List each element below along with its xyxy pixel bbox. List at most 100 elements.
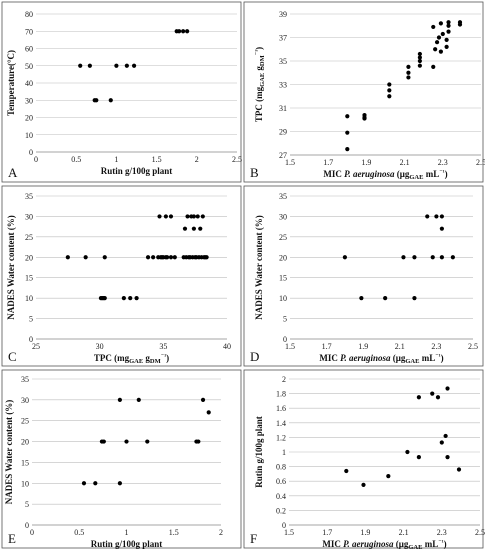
x-tick-label: 2.3 — [431, 342, 441, 351]
data-point — [168, 214, 174, 219]
data-point — [172, 255, 177, 260]
data-point — [431, 24, 436, 30]
x-tick-label: 1.5 — [285, 158, 295, 167]
panel-letter: D — [250, 349, 259, 364]
y-tick-label: 70 — [25, 27, 33, 36]
data-point — [417, 58, 422, 64]
data-point — [416, 455, 421, 460]
data-point — [191, 226, 196, 231]
y-tick-label: 0 — [29, 335, 33, 344]
y-tick-label: 80 — [25, 10, 33, 19]
data-point — [412, 255, 417, 260]
y-tick-label: 5 — [25, 500, 29, 509]
data-point — [445, 386, 450, 391]
data-point — [145, 255, 151, 260]
data-point — [430, 391, 435, 396]
data-point — [101, 439, 106, 444]
data-point — [163, 214, 168, 219]
y-tick-label: 1 — [282, 448, 286, 457]
x-tick-label: 2.5 — [468, 342, 478, 351]
y-axis-label: NADES Water content (%) — [4, 400, 14, 504]
data-point — [198, 226, 203, 231]
x-tick-label: 2.1 — [399, 528, 409, 537]
data-point — [93, 481, 98, 486]
panel-border — [243, 369, 484, 549]
data-point — [439, 214, 444, 219]
data-point — [436, 35, 442, 40]
y-tick-label: 30 — [25, 212, 33, 221]
data-point — [439, 440, 444, 445]
x-tick-label: 2.5 — [475, 528, 485, 537]
x-tick-label: 1.9 — [361, 158, 371, 167]
data-point — [168, 255, 174, 260]
y-tick-label: 15 — [279, 274, 287, 283]
x-tick-label: 1 — [114, 155, 118, 164]
data-point — [124, 439, 129, 444]
data-point — [439, 255, 444, 260]
data-point — [387, 82, 392, 87]
data-point — [387, 88, 392, 93]
data-point — [145, 439, 150, 444]
y-tick-label: 1.2 — [276, 433, 286, 442]
data-point — [443, 433, 448, 439]
data-point — [431, 64, 436, 69]
y-tick-label: 20 — [25, 114, 33, 123]
data-point — [450, 255, 455, 260]
data-point — [435, 395, 441, 400]
data-point — [345, 114, 350, 119]
data-point — [406, 64, 411, 69]
y-axis-label: NADES Water content (%) — [254, 215, 264, 319]
data-point — [444, 44, 449, 50]
data-point — [446, 20, 451, 25]
data-point — [406, 75, 411, 80]
x-tick-label: 0 — [30, 528, 34, 537]
panel-border — [1, 369, 242, 549]
y-tick-label: 1.8 — [276, 390, 286, 399]
x-tick-label: 1.5 — [285, 342, 295, 351]
y-tick-label: 10 — [25, 131, 33, 140]
data-point — [185, 214, 190, 219]
data-point — [430, 255, 435, 260]
x-axis-label: Rutin g/100g plant — [101, 166, 173, 176]
x-tick-label: 1.7 — [323, 158, 333, 167]
y-tick-label: 0.8 — [276, 463, 286, 472]
data-point — [434, 214, 439, 219]
x-tick-label: 2.1 — [400, 158, 410, 167]
x-tick-label: 1.9 — [358, 342, 368, 351]
data-point — [386, 473, 391, 479]
x-tick-label: 1.7 — [322, 342, 332, 351]
data-point — [200, 214, 205, 219]
data-point — [102, 255, 107, 260]
y-tick-label: 5 — [283, 315, 287, 324]
y-tick-label: 40 — [25, 79, 33, 88]
x-tick-label: 2.5 — [232, 155, 242, 164]
x-tick-label: 2.3 — [438, 158, 448, 167]
x-axis-label: Rutin g/100g plant — [91, 539, 163, 549]
x-tick-label: 1.5 — [152, 155, 162, 164]
x-tick-label: 0.5 — [74, 528, 84, 537]
panel-b: 27 29 31 33 35 37 39 1.5 1.7 1.9 2.1 2.3 2.5 MIC P. a… — [243, 1, 485, 183]
data-point — [117, 397, 122, 402]
x-tick-label: 25 — [32, 342, 40, 351]
y-tick-label: 35 — [279, 57, 287, 66]
data-point — [342, 255, 347, 260]
x-tick-label: 1.5 — [284, 528, 294, 537]
data-point — [401, 255, 406, 260]
y-tick-label: 10 — [279, 294, 287, 303]
x-tick-label: 1.5 — [169, 528, 179, 537]
panel-letter: E — [8, 531, 16, 546]
y-tick-label: 15 — [21, 458, 29, 467]
data-point — [128, 296, 133, 301]
y-tick-label: 31 — [279, 104, 287, 113]
y-tick-label: 15 — [25, 274, 33, 283]
data-point — [206, 410, 211, 415]
data-point — [83, 255, 88, 260]
y-tick-label: 0 — [25, 521, 29, 530]
y-tick-label: 35 — [25, 192, 33, 201]
data-point — [195, 214, 200, 219]
data-point — [185, 29, 190, 34]
panel-d: 0 5 10 15 20 25 30 35 1.5 1.7 1.9 2.1 2.3 2.5 MIC P. a… — [243, 185, 484, 367]
y-tick-label: 39 — [279, 10, 287, 19]
panel-e: 0 5 10 15 20 25 30 35 0 0.5 1 1.5 2 Rutin g/100g plan… — [1, 369, 242, 549]
data-point — [383, 296, 388, 301]
